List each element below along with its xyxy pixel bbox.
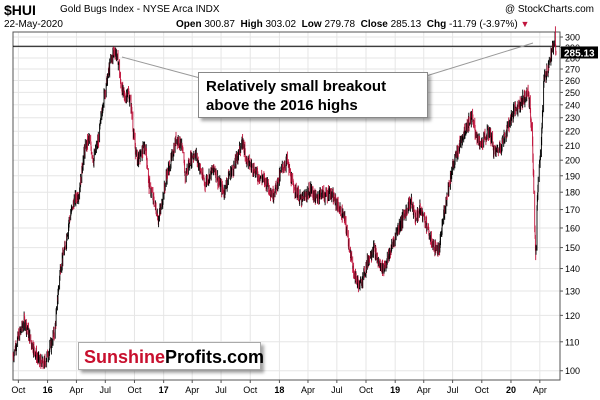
chg-value: -11.79 (-3.97%): [449, 19, 518, 30]
chart-header: $HUI Gold Bugs Index - NYSE Arca INDX @ …: [4, 2, 596, 32]
low-value: 279.78: [324, 19, 356, 30]
y-tick-label: 270: [565, 65, 580, 75]
y-tick-label: 110: [565, 337, 579, 347]
annotation-pointer-2016: [121, 56, 201, 79]
watermark: @ StockCharts.com: [504, 4, 594, 15]
x-tick-label: Apr: [533, 385, 547, 395]
sunshine-profits-logo: SunshineProfits.com: [78, 342, 265, 370]
x-tick-label: Apr: [417, 385, 431, 395]
y-tick-label: 160: [565, 223, 580, 233]
close-label: Close: [360, 19, 388, 30]
y-tick-label: 300: [565, 33, 580, 43]
plot-frame: [12, 31, 561, 381]
x-tick-label: Oct: [243, 385, 258, 395]
annotation-line-2: above the 2016 highs: [206, 97, 358, 114]
x-tick-label: Jul: [215, 385, 227, 395]
open-value: 300.87: [204, 19, 235, 30]
x-tick-label: Apr: [69, 385, 83, 395]
annotation-pointer-2020: [425, 42, 534, 77]
price-bars: [12, 26, 557, 370]
low-label: Low: [301, 19, 322, 30]
y-tick-label: 280: [565, 53, 580, 63]
logo-part-profits: Profits.com: [165, 347, 265, 367]
annotation-line-1: Relatively small breakout: [206, 78, 387, 95]
y-tick-label: 180: [565, 188, 580, 198]
y-tick-label: 150: [565, 243, 580, 253]
last-value-label: 285.13: [564, 48, 595, 59]
chg-label: Chg: [426, 19, 447, 30]
y-tick-label: 130: [565, 287, 580, 297]
x-tick-label: 17: [159, 385, 169, 395]
y-tick-label: 120: [565, 311, 580, 321]
ohlc-readout: Open 300.87 High 303.02 Low 279.78 Close…: [176, 19, 529, 30]
x-tick-label: Apr: [301, 385, 315, 395]
y-tick-label: 230: [565, 113, 580, 123]
high-value: 303.02: [265, 19, 297, 30]
y-tick-label: 220: [565, 127, 580, 137]
annotation-box: Relatively small breakout above the 2016…: [198, 72, 428, 118]
y-tick-label: 250: [565, 88, 580, 98]
x-tick-label: 18: [274, 385, 284, 395]
x-tick-label: 20: [506, 385, 516, 395]
close-value: 285.13: [390, 19, 422, 30]
x-tick-label: Apr: [185, 385, 199, 395]
x-tick-label: Oct: [127, 385, 142, 395]
high-label: High: [240, 19, 263, 30]
y-tick-label: 210: [565, 141, 580, 151]
open-label: Open: [176, 19, 202, 30]
y-tick-label: 140: [565, 264, 580, 274]
y-tick-label: 100: [565, 366, 580, 376]
x-tick-label: Oct: [475, 385, 490, 395]
last-value-tag: [561, 46, 598, 59]
x-tick-label: Jul: [331, 385, 343, 395]
y-tick-label: 170: [565, 205, 580, 215]
down-triangle-icon: ▼: [520, 19, 530, 29]
x-tick-label: Jul: [100, 385, 112, 395]
chart-date: 22-May-2020: [4, 19, 63, 30]
y-tick-label: 200: [565, 156, 580, 166]
y-tick-label: 190: [565, 171, 580, 181]
x-tick-label: 19: [390, 385, 400, 395]
symbol-label: $HUI: [4, 2, 36, 18]
y-tick-label: 260: [565, 76, 580, 86]
logo-part-sunshine: Sunshine: [84, 347, 166, 367]
x-tick-label: Oct: [359, 385, 374, 395]
x-tick-label: Oct: [11, 385, 26, 395]
x-tick-label: Jul: [447, 385, 459, 395]
x-tick-label: 16: [43, 385, 53, 395]
index-name: Gold Bugs Index - NYSE Arca INDX: [60, 4, 220, 15]
y-tick-label: 240: [565, 100, 580, 110]
